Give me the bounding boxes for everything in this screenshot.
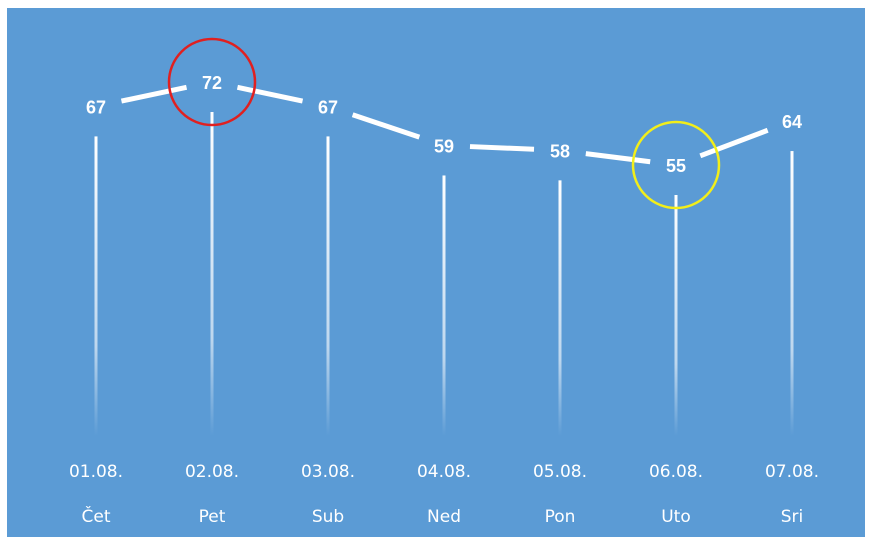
drop-line xyxy=(790,151,794,436)
series-segment xyxy=(469,144,535,152)
drop-line xyxy=(94,136,98,437)
drop-line xyxy=(442,175,446,436)
drop-line xyxy=(210,112,214,436)
tick-label-date: 04.08. xyxy=(417,462,471,482)
series-segment xyxy=(351,112,421,140)
data-label: 72 xyxy=(202,73,222,93)
highlight-circles xyxy=(167,37,721,210)
tick-label-day: Pet xyxy=(199,507,226,527)
tick-label-date: 02.08. xyxy=(185,462,239,482)
data-label: 58 xyxy=(550,141,570,161)
line-chart: 67 72 67 59 58 55 64 01.08. Čet 02.08. Pet 03.08. S… xyxy=(69,37,819,527)
drop-line xyxy=(326,136,330,437)
series-line xyxy=(120,84,769,165)
tick-label-day: Uto xyxy=(661,507,691,527)
tick-label-day: Sri xyxy=(781,507,804,527)
data-label: 59 xyxy=(434,136,454,156)
tick-label-date: 07.08. xyxy=(765,462,819,482)
series-segment xyxy=(699,127,769,159)
data-label: 67 xyxy=(86,97,106,117)
series-segment xyxy=(120,84,188,104)
tick-label-date: 03.08. xyxy=(301,462,355,482)
series-segment xyxy=(236,84,304,104)
series-segment xyxy=(585,151,651,165)
tick-label-day: Ned xyxy=(427,507,461,527)
value-labels: 67 72 67 59 58 55 64 xyxy=(86,73,802,176)
tick-label-day: Sub xyxy=(312,507,344,527)
data-label: 55 xyxy=(666,156,686,176)
tick-label-date: 05.08. xyxy=(533,462,587,482)
tick-label-day: Pon xyxy=(545,507,576,527)
chart-frame: 67 72 67 59 58 55 64 01.08. Čet 02.08. Pet 03.08. S… xyxy=(7,8,865,537)
max-highlight-circle xyxy=(167,37,257,127)
data-label: 67 xyxy=(318,97,338,117)
x-axis-labels: 01.08. Čet 02.08. Pet 03.08. Sub 04.08. Ned 05.0… xyxy=(69,462,819,527)
min-highlight-circle xyxy=(631,120,721,210)
tick-label-date: 06.08. xyxy=(649,462,703,482)
data-label: 64 xyxy=(782,112,802,132)
tick-label-date: 01.08. xyxy=(69,462,123,482)
tick-label-day: Čet xyxy=(82,505,111,527)
drop-line xyxy=(674,195,678,436)
drop-line xyxy=(558,180,562,436)
drop-lines xyxy=(94,112,794,437)
